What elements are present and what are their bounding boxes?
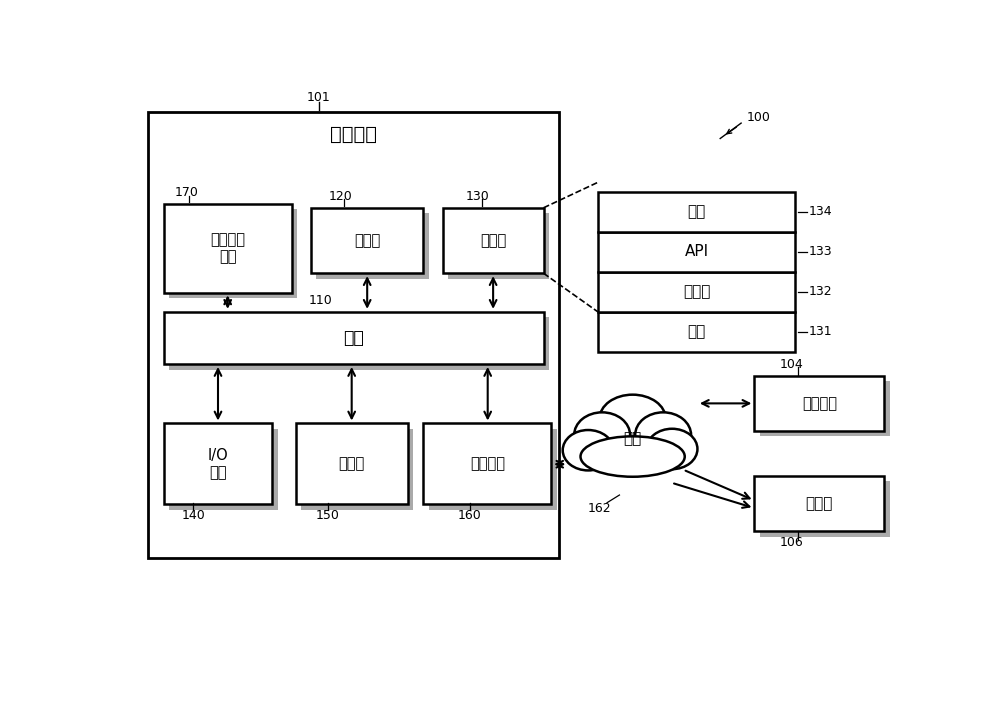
FancyBboxPatch shape (598, 192, 795, 232)
Text: 140: 140 (181, 509, 205, 522)
Text: 服务器: 服务器 (806, 496, 833, 511)
Text: 104: 104 (780, 357, 803, 371)
Text: 150: 150 (316, 509, 340, 522)
Text: 网络: 网络 (624, 431, 642, 446)
Ellipse shape (574, 412, 630, 458)
FancyBboxPatch shape (448, 213, 549, 278)
FancyBboxPatch shape (164, 204, 292, 293)
FancyBboxPatch shape (760, 381, 890, 436)
Text: 总线: 总线 (343, 329, 364, 347)
Text: 134: 134 (809, 205, 832, 218)
Text: 162: 162 (587, 501, 611, 515)
Text: 131: 131 (809, 325, 832, 338)
Text: I/O
接口: I/O 接口 (208, 448, 228, 480)
Text: API: API (684, 244, 709, 259)
Ellipse shape (635, 412, 691, 458)
FancyBboxPatch shape (296, 424, 408, 504)
Text: 显示器: 显示器 (339, 456, 365, 472)
FancyBboxPatch shape (164, 312, 544, 364)
Text: 106: 106 (780, 537, 803, 549)
FancyBboxPatch shape (316, 213, 429, 278)
FancyBboxPatch shape (301, 429, 413, 510)
FancyBboxPatch shape (754, 376, 884, 431)
Text: 120: 120 (329, 190, 352, 203)
Text: 101: 101 (307, 91, 331, 104)
FancyBboxPatch shape (598, 271, 795, 312)
Text: 通信接口: 通信接口 (470, 456, 505, 472)
FancyBboxPatch shape (423, 424, 551, 504)
Text: 132: 132 (809, 286, 832, 298)
Text: 内核: 内核 (687, 324, 706, 339)
Text: 130: 130 (466, 190, 490, 203)
Text: 电子设备: 电子设备 (802, 396, 837, 411)
FancyBboxPatch shape (429, 429, 557, 510)
Ellipse shape (581, 436, 685, 477)
Text: 处理器: 处理器 (354, 233, 380, 248)
Text: 170: 170 (175, 186, 199, 199)
FancyBboxPatch shape (169, 317, 549, 369)
Text: 电子设备: 电子设备 (330, 125, 377, 144)
FancyBboxPatch shape (598, 232, 795, 271)
Text: 160: 160 (458, 509, 482, 522)
Text: 中间件: 中间件 (683, 284, 710, 299)
Ellipse shape (600, 395, 666, 443)
FancyBboxPatch shape (760, 481, 890, 537)
FancyBboxPatch shape (169, 429, 278, 510)
Text: 存储器: 存储器 (480, 233, 506, 248)
FancyBboxPatch shape (164, 424, 272, 504)
Text: 100: 100 (747, 111, 771, 124)
Text: 数据共享
模块: 数据共享 模块 (210, 232, 245, 264)
FancyBboxPatch shape (754, 476, 884, 531)
FancyBboxPatch shape (598, 312, 795, 352)
Text: 133: 133 (809, 245, 832, 258)
Text: 110: 110 (308, 294, 332, 307)
FancyBboxPatch shape (148, 111, 559, 558)
Ellipse shape (647, 429, 697, 469)
FancyBboxPatch shape (311, 208, 423, 274)
FancyBboxPatch shape (169, 209, 297, 298)
Text: 应用: 应用 (687, 204, 706, 219)
Ellipse shape (563, 430, 614, 470)
FancyBboxPatch shape (443, 208, 544, 274)
